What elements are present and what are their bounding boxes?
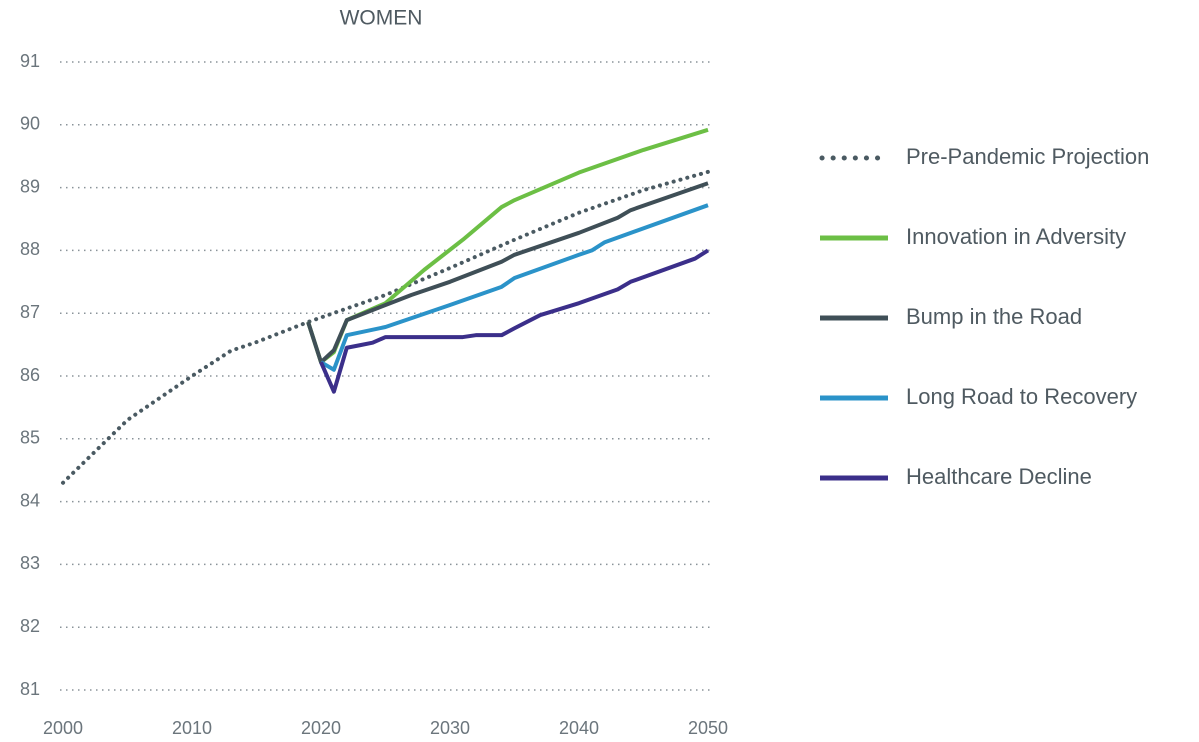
x-tick-label: 2020 bbox=[301, 718, 341, 738]
y-tick-label: 86 bbox=[20, 365, 40, 385]
legend-label: Bump in the Road bbox=[906, 304, 1082, 329]
series-line bbox=[319, 203, 709, 372]
legend-label: Pre-Pandemic Projection bbox=[906, 144, 1149, 169]
y-tick-label: 87 bbox=[20, 302, 40, 322]
y-tick-label: 82 bbox=[20, 616, 40, 636]
series-line bbox=[61, 169, 710, 485]
x-tick-label: 2010 bbox=[172, 718, 212, 738]
y-tick-label: 88 bbox=[20, 239, 40, 259]
legend-label: Long Road to Recovery bbox=[906, 384, 1137, 409]
y-tick-label: 89 bbox=[20, 176, 40, 196]
y-tick-label: 84 bbox=[20, 490, 40, 510]
y-tick-label: 85 bbox=[20, 428, 40, 448]
legend-label: Healthcare Decline bbox=[906, 464, 1092, 489]
series-line bbox=[319, 248, 710, 394]
chart-title: WOMEN bbox=[340, 7, 423, 30]
x-tick-label: 2050 bbox=[688, 718, 728, 738]
y-tick-label: 81 bbox=[20, 679, 40, 699]
y-tick-label: 90 bbox=[20, 114, 40, 134]
x-tick-label: 2030 bbox=[430, 718, 470, 738]
x-tick-label: 2000 bbox=[43, 718, 83, 738]
series-line bbox=[306, 127, 709, 365]
x-tick-label: 2040 bbox=[559, 718, 599, 738]
y-tick-label: 91 bbox=[20, 51, 40, 71]
y-tick-label: 83 bbox=[20, 553, 40, 573]
series-line bbox=[306, 181, 709, 365]
legend-label: Innovation in Adversity bbox=[906, 224, 1126, 249]
